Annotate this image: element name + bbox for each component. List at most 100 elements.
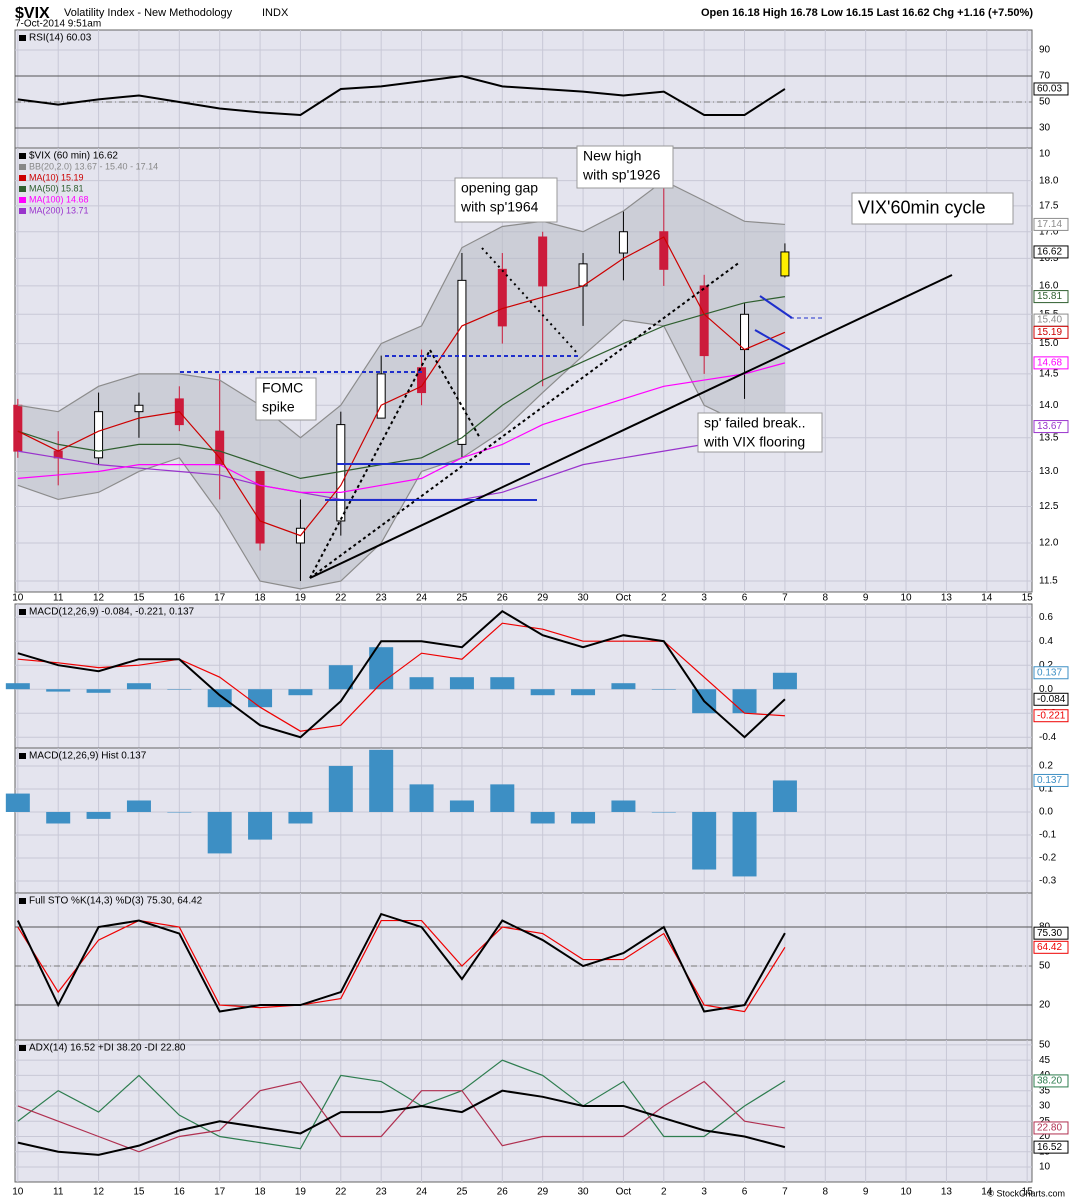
x-tick-label: 18 <box>255 1187 267 1198</box>
x-tick-label: 15 <box>133 1187 145 1198</box>
legend-entry: MACD(12,26,9) -0.084, -0.221, 0.137 <box>29 607 195 618</box>
y-tick-label: 15.0 <box>1039 338 1059 349</box>
legend-swatch <box>19 164 26 170</box>
histogram-bar <box>449 677 474 690</box>
series-line <box>17 1080 786 1153</box>
x-tick-label: 18 <box>255 593 267 604</box>
series-line <box>17 609 786 739</box>
candle-body <box>740 313 750 351</box>
histogram-bar <box>248 811 273 840</box>
histogram-bar <box>167 689 192 690</box>
quote: Open 16.18 High 16.78 Low 16.15 Last 16.… <box>701 7 1033 19</box>
candle-body <box>336 424 346 522</box>
histogram-bar <box>651 811 676 813</box>
histogram-bar <box>490 784 515 812</box>
x-tick-label: 22 <box>335 593 347 604</box>
y-tick-label: -0.2 <box>1039 853 1057 864</box>
series-line <box>17 236 786 537</box>
x-tick-label: 23 <box>376 593 388 604</box>
x-tick-label: 17 <box>214 593 226 604</box>
value-tag <box>1033 1121 1069 1135</box>
value-tag-label: 0.137 <box>1037 775 1062 786</box>
value-tag <box>1033 709 1069 723</box>
x-tick-label: 12 <box>93 593 105 604</box>
candle-body <box>13 404 23 452</box>
candle-body <box>457 279 467 445</box>
legend-entry: ADX(14) 16.52 +DI 38.20 -DI 22.80 <box>29 1043 186 1054</box>
y-tick-label: 50 <box>1039 97 1051 108</box>
value-tag <box>1033 1140 1069 1154</box>
candle-body <box>578 263 588 287</box>
candle-body <box>215 430 225 466</box>
x-tick-label: 30 <box>577 593 589 604</box>
annotation-text: opening gap <box>461 180 538 196</box>
x-tick-label: 15 <box>1022 1187 1034 1198</box>
histogram-bar <box>328 765 353 812</box>
instrument-name: Volatility Index - New Methodology <box>64 7 233 19</box>
legend-entry: MA(100) 14.68 <box>29 194 89 204</box>
candle-body <box>497 268 507 327</box>
value-tag-label: 22.80 <box>1037 1123 1062 1134</box>
legend-swatch <box>19 175 26 181</box>
candle-body <box>659 231 669 270</box>
x-tick-label: 16 <box>174 1187 186 1198</box>
datetime: 7-Oct-2014 9:51am <box>15 19 101 30</box>
annotation-box <box>576 145 674 189</box>
x-tick-label: 25 <box>456 1187 468 1198</box>
x-tick-label: 12 <box>93 1187 105 1198</box>
y-tick-label: 18.0 <box>1039 175 1059 186</box>
y-tick-label: 13.5 <box>1039 432 1059 443</box>
histogram-bar <box>409 677 434 690</box>
legend-swatch <box>19 208 26 214</box>
x-tick-label: 10 <box>12 1187 24 1198</box>
histogram-bar <box>207 811 232 854</box>
series-line <box>17 296 786 480</box>
value-tag-label: 13.67 <box>1037 421 1062 432</box>
legend-entry: Full STO %K(14,3) %D(3) 75.30, 64.42 <box>29 896 203 907</box>
histogram-bar <box>571 689 596 696</box>
trendline <box>309 274 953 579</box>
y-tick-label: 14.0 <box>1039 400 1059 411</box>
annotation-text: with sp'1926 <box>582 167 661 183</box>
x-tick-label: 29 <box>537 1187 549 1198</box>
series-line <box>16 912 786 1013</box>
annotation-text: with VIX flooring <box>703 434 805 450</box>
x-tick-label: 7 <box>782 1187 788 1198</box>
candle-body <box>699 285 709 357</box>
histogram-bar <box>651 689 676 690</box>
legend-swatch <box>19 1045 26 1051</box>
y-tick-label: 11.5 <box>1039 576 1058 587</box>
candle-body <box>134 404 144 413</box>
value-tag-label: 38.20 <box>1037 1076 1062 1087</box>
x-tick-label: 7 <box>782 593 788 604</box>
value-tag <box>1033 666 1069 680</box>
value-tag-label: -0.084 <box>1037 694 1066 705</box>
x-tick-label: 13 <box>941 1187 953 1198</box>
credit: © StockCharts.com <box>987 1188 1065 1198</box>
histogram-bar <box>611 683 636 690</box>
legend-swatch <box>19 35 26 41</box>
histogram-bar <box>288 689 313 696</box>
x-tick-label: 19 <box>295 1187 307 1198</box>
value-tag <box>1033 420 1069 434</box>
x-tick-label: 15 <box>1022 593 1034 604</box>
annotation-box <box>454 177 558 223</box>
legend-swatch <box>19 753 26 759</box>
value-tag-label: 60.03 <box>1037 84 1062 95</box>
value-tag-label: 14.68 <box>1037 358 1062 369</box>
histogram-bar <box>86 811 111 819</box>
x-tick-label: 15 <box>133 593 145 604</box>
exchange: INDX <box>262 7 289 19</box>
value-tag-label: 75.30 <box>1037 928 1062 939</box>
legend-swatch <box>19 609 26 615</box>
histogram-bar <box>167 811 192 813</box>
x-tick-label: 22 <box>335 1187 347 1198</box>
legend-entry: MA(10) 15.19 <box>29 172 84 182</box>
value-tag-label: 15.40 <box>1037 315 1062 326</box>
legend-swatch <box>19 898 26 904</box>
x-tick-label: 11 <box>53 593 64 604</box>
legend-entry: MA(200) 13.71 <box>29 205 89 215</box>
histogram-bar <box>530 689 555 696</box>
y-tick-label: 45 <box>1039 1055 1051 1066</box>
